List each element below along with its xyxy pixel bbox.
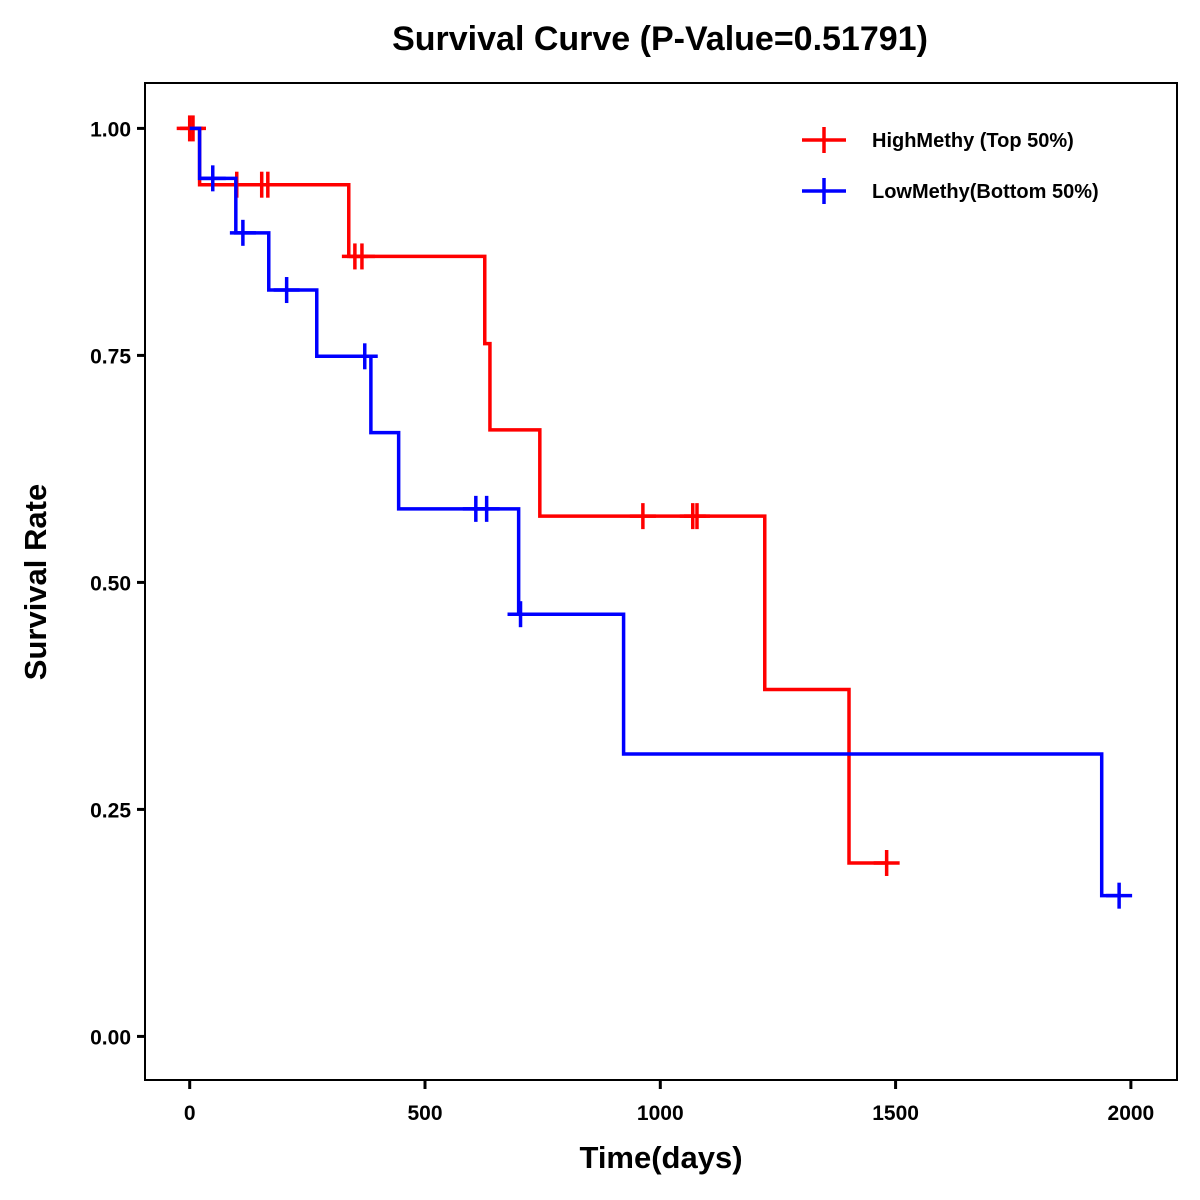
legend: HighMethy (Top 50%) LowMethy(Bottom 50%) xyxy=(802,127,1099,204)
censor-mark xyxy=(473,495,500,522)
y-tick-label: 0.00 xyxy=(90,1026,131,1049)
legend-key-cross-icon xyxy=(802,178,846,204)
censor-mark xyxy=(254,171,281,198)
x-tick-label: 2000 xyxy=(1108,1102,1155,1125)
y-axis-title: Survival Rate xyxy=(18,484,53,680)
x-tick-label: 0 xyxy=(184,1102,196,1125)
censor-mark xyxy=(229,219,256,246)
censor-mark xyxy=(351,343,378,370)
legend-item: LowMethy(Bottom 50%) xyxy=(802,178,1099,204)
x-tick-label: 1500 xyxy=(872,1102,919,1125)
y-tick-label: 0.25 xyxy=(90,799,131,822)
legend-label: LowMethy(Bottom 50%) xyxy=(872,181,1099,203)
y-tick-label: 0.50 xyxy=(90,572,131,595)
y-axis: 0.00 0.25 0.50 0.75 1.00 xyxy=(90,118,145,1049)
legend-label: HighMethy (Top 50%) xyxy=(872,130,1074,152)
censor-mark xyxy=(273,277,300,304)
x-axis: 0 500 1000 1500 2000 xyxy=(184,1080,1154,1125)
y-tick-label: 1.00 xyxy=(90,118,131,141)
survival-step-line xyxy=(189,126,1120,898)
censor-mark xyxy=(629,503,656,530)
plot-panel xyxy=(144,82,1178,1081)
censor-mark xyxy=(507,601,534,628)
legend-item: HighMethy (Top 50%) xyxy=(802,127,1074,153)
x-axis-title: Time(days) xyxy=(579,1140,742,1175)
censor-mark xyxy=(199,165,226,192)
x-tick-label: 500 xyxy=(407,1102,442,1125)
series-high-methy xyxy=(176,115,900,876)
y-tick-label: 0.75 xyxy=(90,345,131,368)
legend-key-cross-icon xyxy=(802,127,846,153)
x-tick-label: 1000 xyxy=(637,1102,684,1125)
censor-mark xyxy=(684,503,710,530)
series-low-methy xyxy=(189,126,1133,909)
censor-mark xyxy=(1106,882,1133,909)
censor-mark xyxy=(348,243,375,270)
curves xyxy=(176,115,1133,909)
censor-mark xyxy=(873,849,900,876)
chart-title: Survival Curve (P-Value=0.51791) xyxy=(392,20,928,58)
